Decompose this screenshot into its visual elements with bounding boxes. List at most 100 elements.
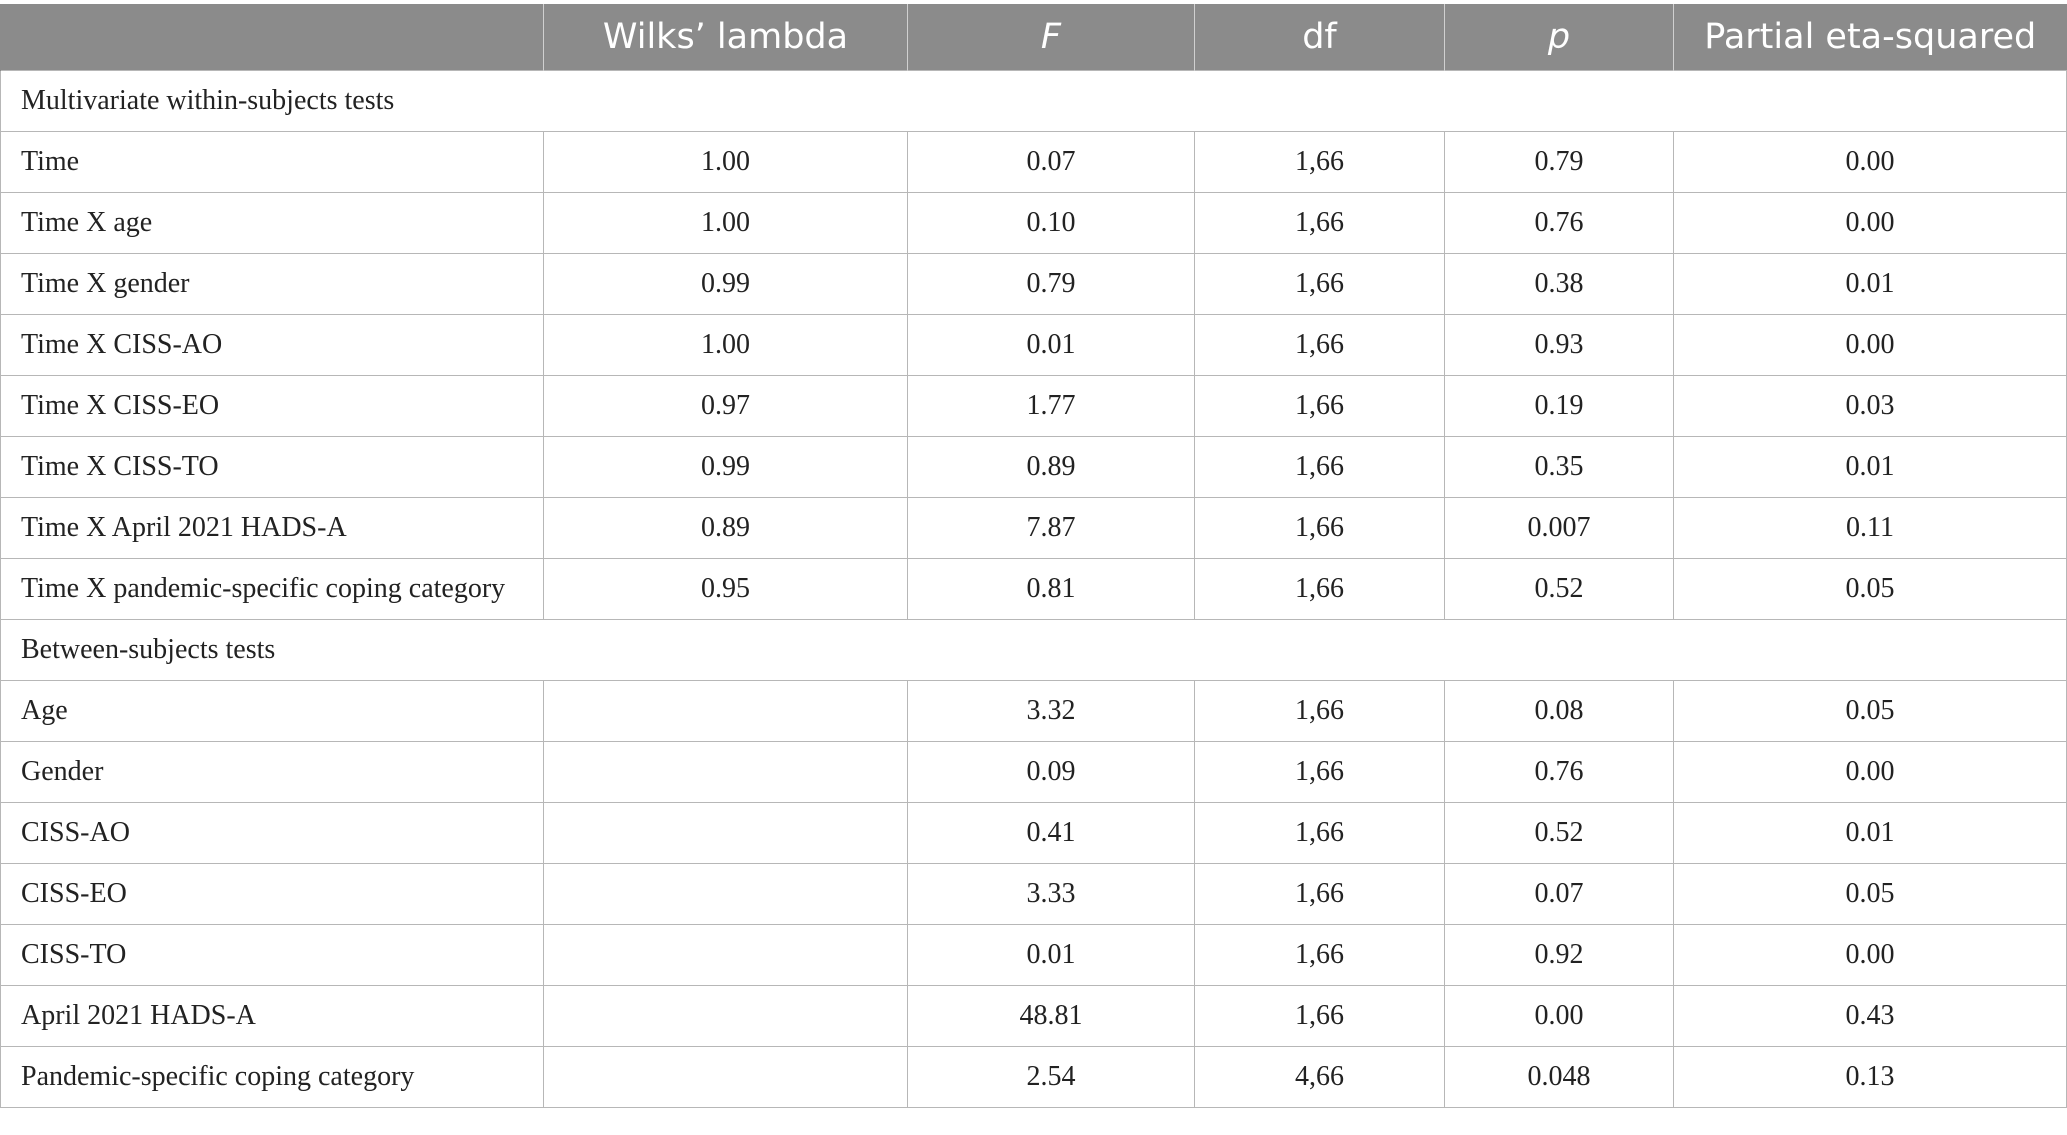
row-label: CISS-AO [0,802,544,864]
row-label: April 2021 HADS-A [0,985,544,1047]
section-header-row: Multivariate within-subjects tests [0,70,2067,132]
wilks-lambda-cell: 0.99 [543,436,908,498]
f-cell: 7.87 [907,497,1195,559]
p-cell: 0.007 [1444,497,1674,559]
partial-eta-squared-cell: 0.00 [1673,314,2067,376]
row-label: Time X CISS-EO [0,375,544,437]
f-cell: 48.81 [907,985,1195,1047]
table-row: CISS-AO 0.41 1,66 0.52 0.01 [0,802,2067,864]
f-cell: 1.77 [907,375,1195,437]
p-cell: 0.52 [1444,802,1674,864]
f-cell: 0.79 [907,253,1195,315]
f-cell: 3.32 [907,680,1195,742]
section-header-row: Between-subjects tests [0,619,2067,681]
partial-eta-squared-cell: 0.01 [1673,436,2067,498]
table-row: Time X CISS-AO 1.00 0.01 1,66 0.93 0.00 [0,314,2067,376]
row-label: CISS-EO [0,863,544,925]
df-cell: 1,66 [1194,131,1445,193]
row-label: Time X CISS-AO [0,314,544,376]
table-row: Pandemic-specific coping category 2.54 4,6… [0,1046,2067,1108]
df-cell: 1,66 [1194,192,1445,254]
df-cell: 1,66 [1194,802,1445,864]
p-cell: 0.93 [1444,314,1674,376]
table-body: Multivariate within-subjects tests Time 1.… [0,70,2067,1108]
table-row: Age 3.32 1,66 0.08 0.05 [0,680,2067,742]
wilks-lambda-cell: 0.95 [543,558,908,620]
df-cell: 1,66 [1194,741,1445,803]
p-cell: 0.92 [1444,924,1674,986]
wilks-lambda-cell: 1.00 [543,192,908,254]
f-cell: 0.41 [907,802,1195,864]
row-label: CISS-TO [0,924,544,986]
p-cell: 0.08 [1444,680,1674,742]
f-cell: 0.01 [907,924,1195,986]
table-row: CISS-TO 0.01 1,66 0.92 0.00 [0,924,2067,986]
section-title: Multivariate within-subjects tests [0,70,2067,132]
results-table: Wilks’ lambda F df p Partial eta-squared… [0,4,2067,1108]
df-cell: 1,66 [1194,924,1445,986]
df-cell: 1,66 [1194,558,1445,620]
partial-eta-squared-cell: 0.01 [1673,802,2067,864]
table-row: April 2021 HADS-A 48.81 1,66 0.00 0.43 [0,985,2067,1047]
p-cell: 0.79 [1444,131,1674,193]
row-label: Time X pandemic-specific coping category [0,558,544,620]
row-label: Time X April 2021 HADS-A [0,497,544,559]
wilks-lambda-cell: 1.00 [543,131,908,193]
table-row: Time X gender 0.99 0.79 1,66 0.38 0.01 [0,253,2067,315]
row-label: Time X gender [0,253,544,315]
partial-eta-squared-cell: 0.05 [1673,558,2067,620]
partial-eta-squared-cell: 0.43 [1673,985,2067,1047]
wilks-lambda-cell: 1.00 [543,314,908,376]
header-empty [0,4,544,71]
header-p: p [1444,4,1674,71]
header-partial-eta-squared: Partial eta-squared [1673,4,2067,71]
results-table-container: Wilks’ lambda F df p Partial eta-squared… [0,4,2067,1108]
wilks-lambda-cell [543,985,908,1047]
header-wilks-lambda: Wilks’ lambda [543,4,908,71]
partial-eta-squared-cell: 0.05 [1673,863,2067,925]
row-label: Time [0,131,544,193]
p-cell: 0.19 [1444,375,1674,437]
table-row: Time X pandemic-specific coping category… [0,558,2067,620]
wilks-lambda-cell: 0.97 [543,375,908,437]
f-cell: 0.89 [907,436,1195,498]
df-cell: 1,66 [1194,436,1445,498]
wilks-lambda-cell [543,741,908,803]
df-cell: 1,66 [1194,863,1445,925]
wilks-lambda-cell: 0.99 [543,253,908,315]
wilks-lambda-cell [543,802,908,864]
table-row: Time 1.00 0.07 1,66 0.79 0.00 [0,131,2067,193]
f-cell: 0.81 [907,558,1195,620]
row-label: Time X age [0,192,544,254]
table-row: Time X age 1.00 0.10 1,66 0.76 0.00 [0,192,2067,254]
partial-eta-squared-cell: 0.00 [1673,924,2067,986]
section-title: Between-subjects tests [0,619,2067,681]
f-cell: 3.33 [907,863,1195,925]
table-row: CISS-EO 3.33 1,66 0.07 0.05 [0,863,2067,925]
p-cell: 0.048 [1444,1046,1674,1108]
df-cell: 1,66 [1194,497,1445,559]
table-header: Wilks’ lambda F df p Partial eta-squared [0,4,2067,71]
table-row: Time X CISS-EO 0.97 1.77 1,66 0.19 0.03 [0,375,2067,437]
f-cell: 0.07 [907,131,1195,193]
df-cell: 1,66 [1194,680,1445,742]
partial-eta-squared-cell: 0.03 [1673,375,2067,437]
table-row: Time X CISS-TO 0.99 0.89 1,66 0.35 0.01 [0,436,2067,498]
partial-eta-squared-cell: 0.05 [1673,680,2067,742]
table-row: Gender 0.09 1,66 0.76 0.00 [0,741,2067,803]
row-label: Age [0,680,544,742]
p-cell: 0.76 [1444,741,1674,803]
p-cell: 0.35 [1444,436,1674,498]
partial-eta-squared-cell: 0.00 [1673,131,2067,193]
row-label: Gender [0,741,544,803]
partial-eta-squared-cell: 0.01 [1673,253,2067,315]
table-row: Time X April 2021 HADS-A 0.89 7.87 1,66 0.00… [0,497,2067,559]
wilks-lambda-cell [543,924,908,986]
p-cell: 0.38 [1444,253,1674,315]
partial-eta-squared-cell: 0.13 [1673,1046,2067,1108]
header-f: F [907,4,1195,71]
wilks-lambda-cell [543,680,908,742]
partial-eta-squared-cell: 0.11 [1673,497,2067,559]
partial-eta-squared-cell: 0.00 [1673,741,2067,803]
p-cell: 0.76 [1444,192,1674,254]
